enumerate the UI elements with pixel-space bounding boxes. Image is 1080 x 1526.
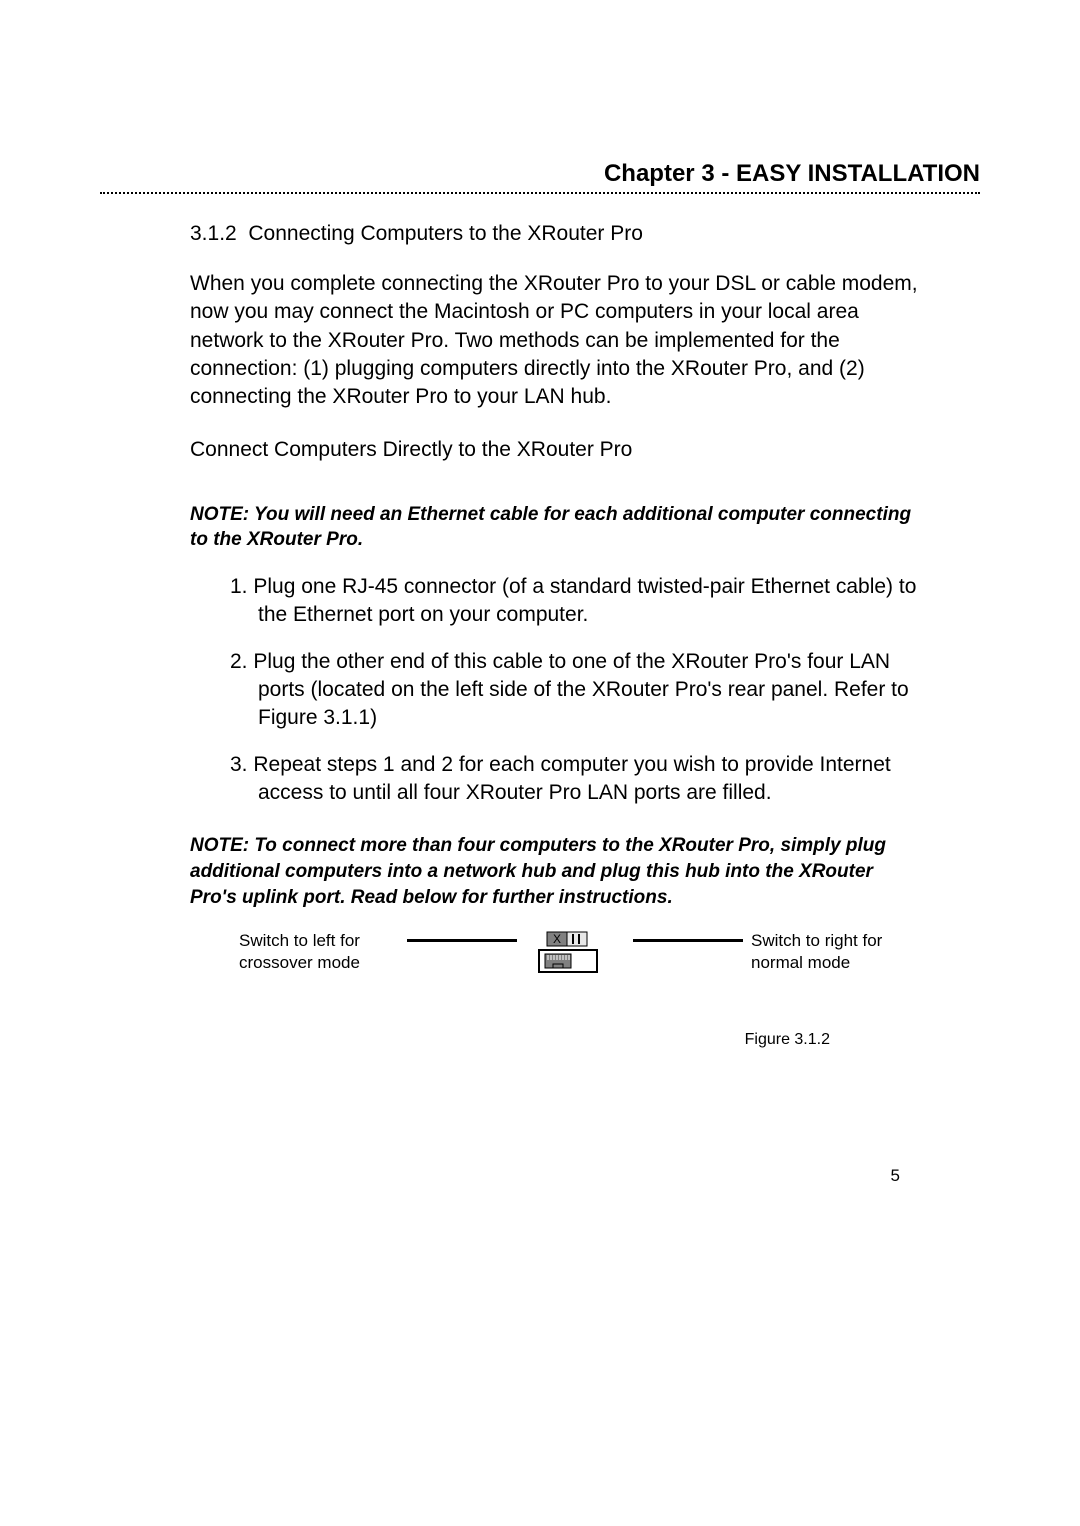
figure-caption: Figure 3.1.2 (190, 1031, 920, 1049)
steps-list: 1. Plug one RJ-45 connector (of a standa… (190, 573, 920, 807)
figure-left-label-line1: Switch to left for (239, 931, 360, 950)
figure-right-label: Switch to right for normal mode (751, 930, 911, 974)
intro-paragraph: When you complete connecting the XRouter… (190, 270, 920, 412)
section-number: 3.1.2 (190, 222, 237, 245)
figure-right-label-line1: Switch to right for (751, 931, 882, 950)
figure-left-label: Switch to left for crossover mode (239, 930, 399, 974)
switch-icon: X (525, 930, 625, 974)
switch-x-icon: X (553, 932, 561, 946)
subheading: Connect Computers Directly to the XRoute… (190, 438, 920, 462)
figure-leader-right (633, 939, 743, 942)
section-heading: Connecting Computers to the XRouter Pro (248, 222, 643, 245)
page: Chapter 3 - EASY INSTALLATION 3.1.2 Conn… (0, 0, 1080, 1526)
note-2: NOTE: To connect more than four computer… (190, 833, 920, 910)
note-1: NOTE: You will need an Ethernet cable fo… (190, 502, 920, 553)
list-item: 3. Repeat steps 1 and 2 for each compute… (230, 751, 920, 808)
list-item: 1. Plug one RJ-45 connector (of a standa… (230, 573, 920, 630)
header-rule (100, 192, 980, 194)
figure-right-label-line2: normal mode (751, 953, 850, 972)
figure-switch: Switch to left for crossover mode X (190, 930, 920, 974)
figure-leader-left (407, 939, 517, 942)
section-title: 3.1.2 Connecting Computers to the XRoute… (190, 222, 920, 246)
list-item: 2. Plug the other end of this cable to o… (230, 648, 920, 733)
page-number: 5 (891, 1166, 900, 1186)
figure-left-label-line2: crossover mode (239, 953, 360, 972)
content-body: 3.1.2 Connecting Computers to the XRoute… (100, 222, 980, 1049)
chapter-header: Chapter 3 - EASY INSTALLATION (100, 160, 980, 188)
